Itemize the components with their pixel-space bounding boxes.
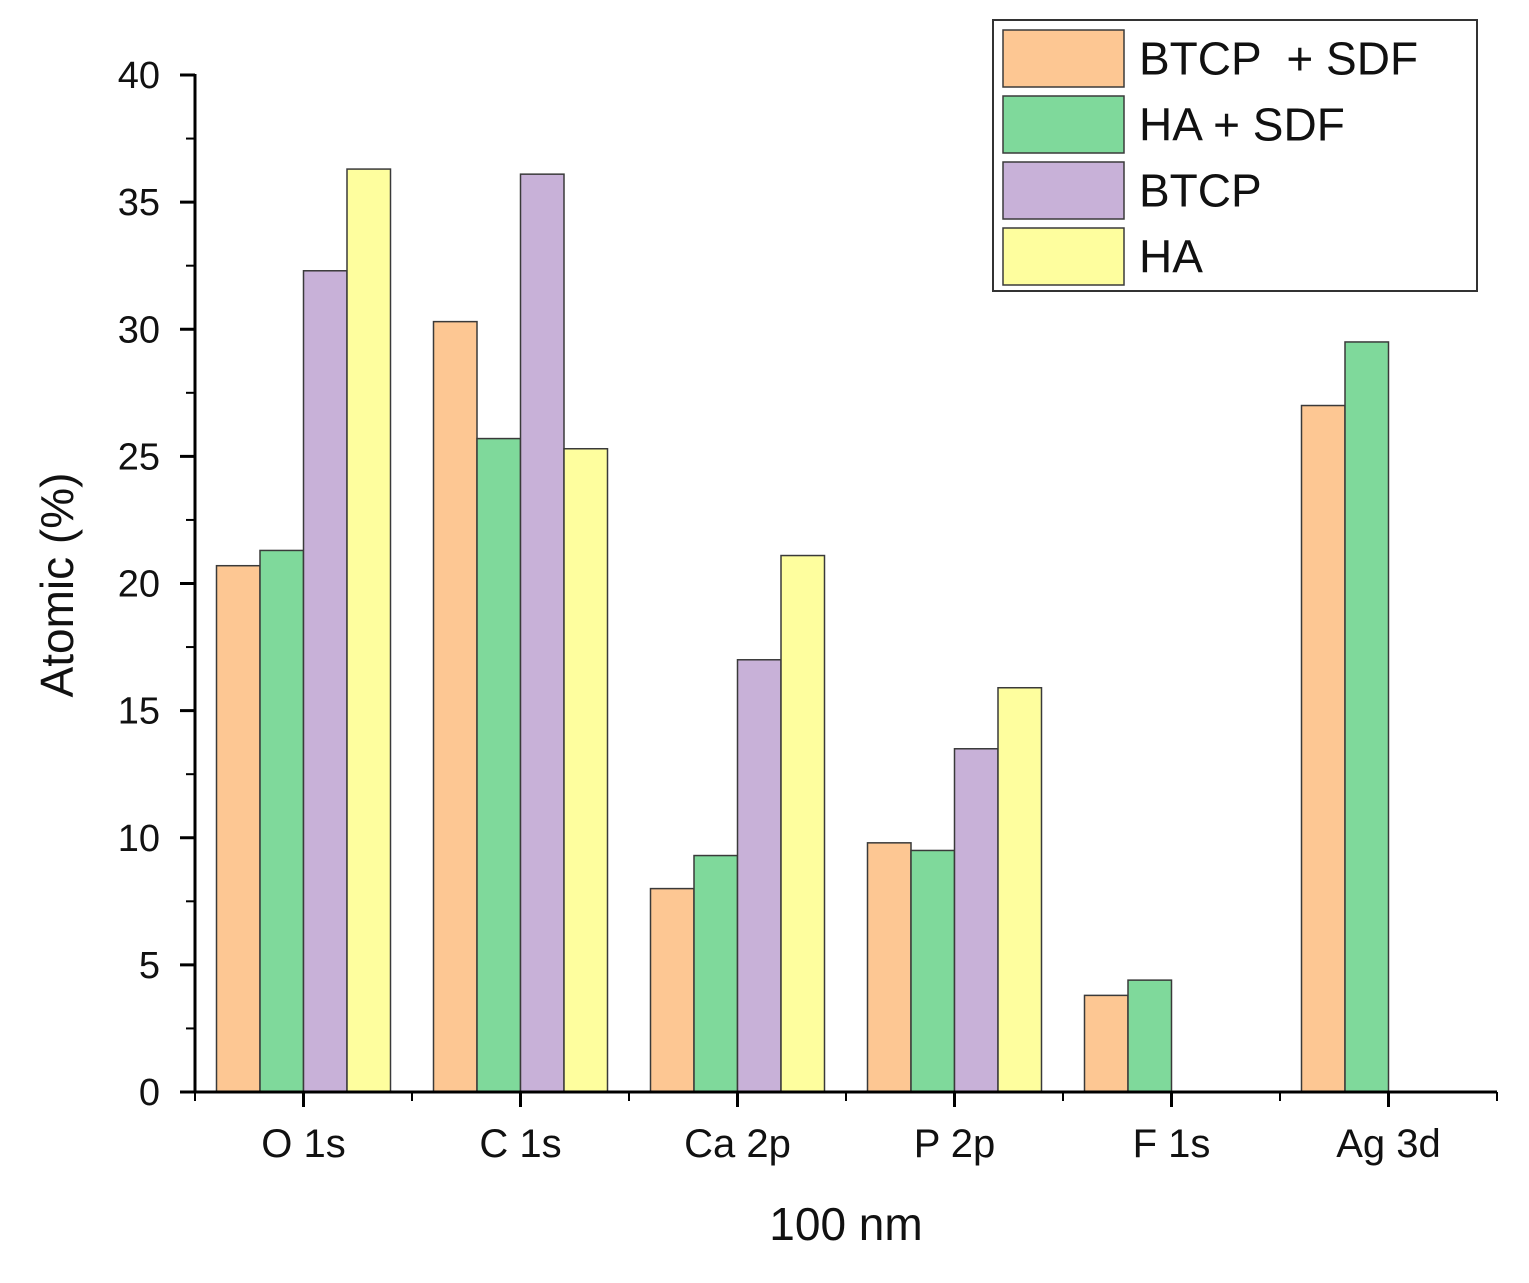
bar xyxy=(563,447,609,1093)
bar xyxy=(215,564,261,1093)
bars-layer xyxy=(215,168,1390,1093)
y-tick-label: 5 xyxy=(139,945,160,987)
legend-label: HA xyxy=(1139,231,1203,283)
y-tick-label: 0 xyxy=(139,1072,160,1114)
legend: BTCP + SDF HA + SDF BTCP HA xyxy=(992,19,1478,292)
legend-swatch xyxy=(1002,95,1125,154)
x-tick-label: Ag 3d xyxy=(1336,1122,1441,1166)
x-tick-label: P 2p xyxy=(914,1122,996,1166)
bar xyxy=(910,849,956,1093)
bar xyxy=(519,173,565,1093)
x-axis-title: 100 nm xyxy=(769,1198,922,1250)
legend-label: BTCP + SDF xyxy=(1139,33,1418,85)
bar xyxy=(953,748,999,1093)
bar xyxy=(1127,979,1173,1093)
bar xyxy=(259,549,305,1093)
bar xyxy=(649,887,695,1093)
bar xyxy=(346,168,392,1093)
ticks-layer: 0 5 10 15 20 25 30 35 40 O 1s C 1s Ca 2p P 2p F 1s Ag … xyxy=(118,55,1498,1166)
y-tick-label: 25 xyxy=(118,436,160,478)
legend-label: BTCP xyxy=(1139,165,1262,217)
bar xyxy=(302,270,348,1093)
y-tick-label: 40 xyxy=(118,55,160,97)
bar xyxy=(432,320,478,1093)
legend-swatch xyxy=(1002,161,1125,220)
bar xyxy=(476,437,522,1093)
x-tick-label: Ca 2p xyxy=(684,1122,791,1166)
x-tick-label: C 1s xyxy=(479,1122,561,1166)
y-axis-title: Atomic (%) xyxy=(31,473,83,698)
y-tick-label: 35 xyxy=(118,182,160,224)
bar xyxy=(736,659,782,1093)
bar xyxy=(693,854,739,1093)
bar xyxy=(997,686,1043,1093)
bar xyxy=(1344,341,1390,1093)
x-tick-label: F 1s xyxy=(1133,1122,1211,1166)
y-tick-label: 15 xyxy=(118,691,160,733)
x-tick-label: O 1s xyxy=(261,1122,345,1166)
y-tick-label: 10 xyxy=(118,818,160,860)
bar xyxy=(780,554,826,1093)
legend-swatch xyxy=(1002,29,1125,88)
bar xyxy=(1083,994,1129,1093)
y-tick-label: 30 xyxy=(118,309,160,351)
bar xyxy=(866,842,912,1093)
y-tick-label: 20 xyxy=(118,564,160,606)
bar xyxy=(1300,404,1346,1093)
legend-swatch xyxy=(1002,227,1125,286)
legend-label: HA + SDF xyxy=(1139,99,1345,151)
